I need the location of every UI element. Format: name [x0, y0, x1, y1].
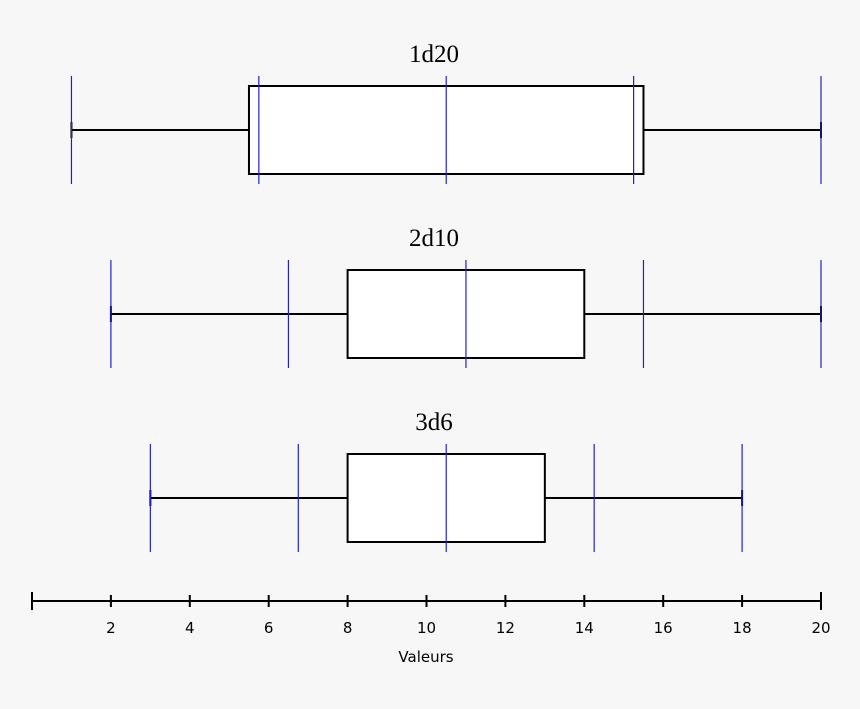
x-axis: 2 4 6 8 10 12 14 16 18 20 Valeurs	[31, 592, 831, 666]
x-tick-label: 14	[575, 619, 594, 637]
boxplot-panel-3d6: 3d6	[149, 409, 744, 552]
x-tick-label: 18	[733, 619, 752, 637]
x-tick-label: 6	[264, 619, 274, 637]
panel-title: 2d10	[409, 225, 459, 252]
x-tick-label: 10	[417, 619, 436, 637]
x-tick-label: 16	[654, 619, 673, 637]
boxplot-panel-2d10: 2d10	[109, 225, 822, 368]
x-axis-title: Valeurs	[398, 648, 453, 666]
x-tick-label: 20	[811, 619, 830, 637]
x-axis-ticks: 2 4 6 8 10 12 14 16 18 20	[31, 592, 831, 637]
panel-title: 1d20	[409, 41, 459, 68]
x-tick-label: 8	[343, 619, 353, 637]
boxplot-panels: 1d20 2d10 3d6	[70, 41, 822, 552]
boxplot-panel-1d20: 1d20	[70, 41, 822, 184]
x-tick-label: 2	[106, 619, 116, 637]
x-tick-label: 4	[185, 619, 195, 637]
panel-title: 3d6	[415, 409, 453, 436]
x-tick-label: 12	[496, 619, 515, 637]
